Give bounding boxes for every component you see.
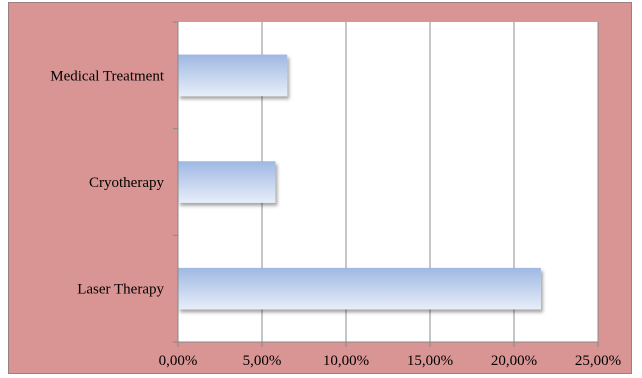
x-tick-label: 0,00% bbox=[159, 353, 198, 369]
chart-frame bbox=[8, 2, 632, 374]
x-tick-label: 10,00% bbox=[323, 353, 369, 369]
x-tick-label: 15,00% bbox=[407, 353, 453, 369]
labels: 0,00% 5,00% 10,00% 15,00% 20,00% 25,00% Medica… bbox=[50, 68, 621, 369]
x-tick-label: 5,00% bbox=[243, 353, 282, 369]
x-tick-label: 25,00% bbox=[575, 353, 621, 369]
y-category-label: Medical Treatment bbox=[50, 68, 165, 84]
bar-cryotherapy bbox=[178, 161, 276, 203]
x-tick-label: 20,00% bbox=[491, 353, 537, 369]
bars bbox=[178, 54, 541, 310]
y-category-label: Laser Therapy bbox=[77, 282, 164, 298]
bar-medical-treatment bbox=[178, 54, 288, 97]
bar-laser-therapy bbox=[178, 267, 541, 310]
axes bbox=[173, 21, 599, 347]
y-category-label: Cryotherapy bbox=[89, 175, 164, 191]
